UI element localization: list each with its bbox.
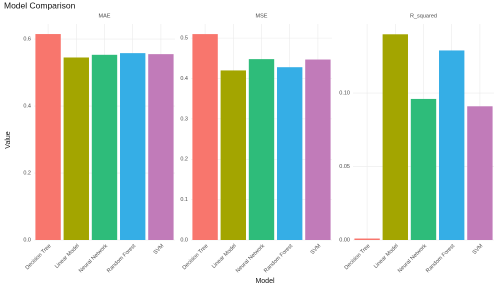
bar <box>248 59 275 241</box>
x-tick-label: Neural Network <box>397 243 428 274</box>
bar <box>467 106 493 241</box>
y-tick-label: 0.4 <box>180 76 188 82</box>
bar <box>35 34 61 241</box>
bar <box>148 54 174 241</box>
bar <box>277 67 303 240</box>
bar <box>63 57 89 240</box>
y-tick-label: 0.3 <box>180 116 188 122</box>
y-tick-label: 0.4 <box>23 103 31 109</box>
bar <box>220 70 246 241</box>
x-tick-label: Decision Tree <box>182 243 210 271</box>
x-tick-label: Neural Network <box>78 243 109 274</box>
x-tick-label: Linear Model <box>373 243 400 270</box>
bar <box>120 53 146 240</box>
y-tick-label: 0.10 <box>339 91 350 97</box>
bar <box>354 238 380 240</box>
y-tick-label: 0.00 <box>339 237 350 243</box>
bar <box>439 50 465 241</box>
x-tick-label: Random Forest <box>425 243 456 274</box>
y-tick-label: 0.05 <box>339 164 350 170</box>
x-tick-label: Decision Tree <box>25 243 53 271</box>
bar <box>192 34 218 240</box>
y-tick-label: 0.2 <box>23 170 31 176</box>
y-axis-label: Value <box>5 131 12 148</box>
bar <box>410 98 437 240</box>
y-tick-label: 0.6 <box>23 37 31 43</box>
x-axis-label: Model <box>255 278 275 285</box>
x-tick-label: Linear Model <box>54 243 81 270</box>
x-tick-label: SVM <box>310 243 323 256</box>
y-tick-label: 0.0 <box>180 237 188 243</box>
y-tick-label: 0.1 <box>180 197 188 203</box>
panel-title: R_squared <box>410 13 437 19</box>
x-tick-label: Random Forest <box>106 243 137 274</box>
panel-title: MSE <box>256 13 268 19</box>
x-tick-label: Decision Tree <box>344 243 372 271</box>
x-tick-label: Neural Network <box>235 243 266 274</box>
chart-title: Model Comparison <box>4 0 76 10</box>
bar <box>305 59 331 240</box>
panel-title: MAE <box>99 13 111 19</box>
x-tick-label: SVM <box>153 243 166 256</box>
y-tick-label: 0.5 <box>180 36 188 42</box>
y-tick-label: 0.2 <box>180 157 188 163</box>
x-tick-label: SVM <box>472 243 485 256</box>
x-tick-label: Linear Model <box>211 243 238 270</box>
bar <box>382 34 408 241</box>
bar <box>91 54 118 241</box>
x-tick-label: Random Forest <box>263 243 294 274</box>
y-tick-label: 0.0 <box>23 237 31 243</box>
